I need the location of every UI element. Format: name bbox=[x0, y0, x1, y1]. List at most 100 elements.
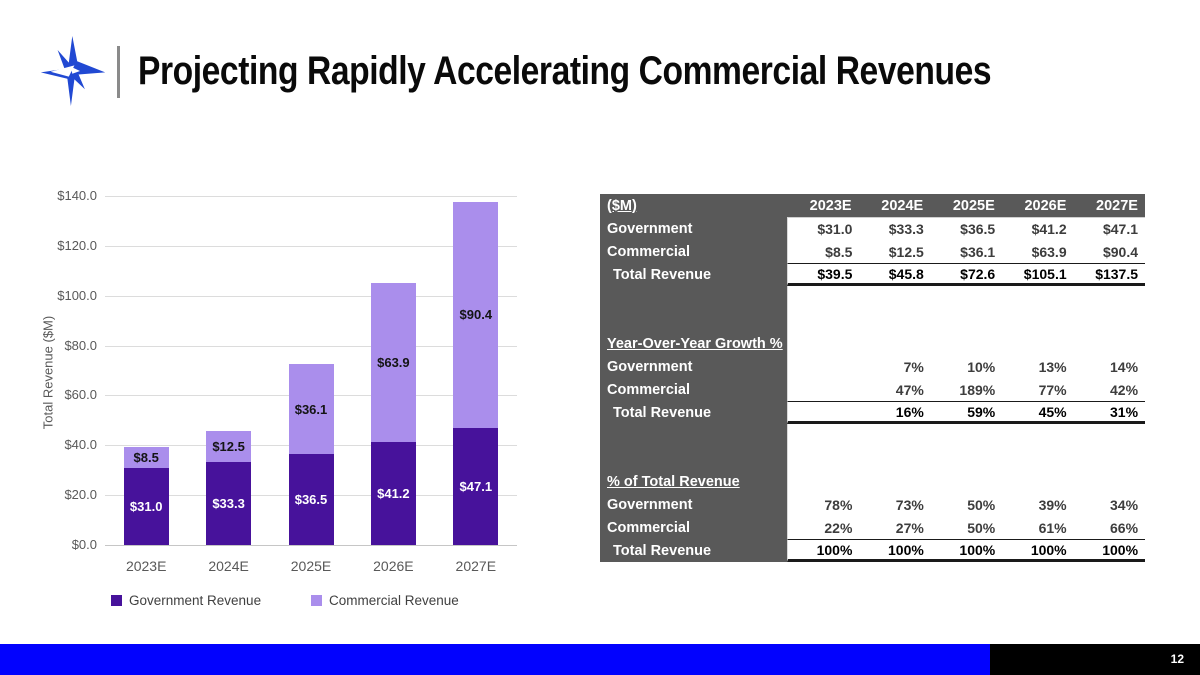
table-row-values bbox=[787, 447, 1145, 470]
table-row bbox=[600, 309, 1145, 332]
grid-line bbox=[105, 196, 517, 197]
bar-data-label: $47.1 bbox=[459, 478, 493, 494]
table-cell: 189% bbox=[959, 381, 996, 398]
table-cell: $45.8 bbox=[888, 265, 924, 282]
revenue-table: ($M) 2023E 2024E 2025E 2026E 2027E Government $… bbox=[600, 194, 1145, 562]
table-cell: 39% bbox=[1038, 496, 1067, 513]
table-row: Total Revenue 100% 100% 100% 100% 100% bbox=[600, 539, 1145, 562]
table-cell bbox=[1002, 309, 1073, 332]
table-cell bbox=[1002, 447, 1073, 470]
bar-segment: $31.0 bbox=[123, 467, 169, 545]
table-row-values: 100% 100% 100% 100% 100% bbox=[787, 539, 1145, 562]
bar-segment: $41.2 bbox=[370, 442, 416, 545]
table-row-label: Government bbox=[600, 493, 787, 516]
table-cell: $36.5 bbox=[960, 221, 996, 237]
table-cell bbox=[859, 447, 930, 470]
table-cell: $36.1 bbox=[960, 243, 996, 260]
table-row-values bbox=[787, 286, 1145, 309]
bar-segment: $36.5 bbox=[288, 454, 334, 545]
grid-line bbox=[105, 345, 517, 347]
table-row-label: Commercial bbox=[600, 240, 787, 263]
table-cell: 45% bbox=[1038, 403, 1067, 420]
table-row-values: $31.0 $33.3 $36.5 $41.2 $47.1 bbox=[787, 217, 1145, 240]
y-tick-label: $120.0 bbox=[57, 237, 97, 253]
table-cell bbox=[1074, 286, 1145, 309]
table-header-values: 2023E 2024E 2025E 2026E 2027E bbox=[787, 194, 1145, 217]
table-row-label: Government bbox=[600, 217, 787, 240]
footer-page-box: 12 bbox=[990, 644, 1200, 675]
table-cell bbox=[788, 424, 859, 447]
table-cell: $12.5 bbox=[888, 243, 924, 260]
table-cell bbox=[1074, 447, 1145, 470]
table-cell bbox=[788, 378, 859, 401]
table-cell: 61% bbox=[1038, 519, 1067, 536]
bar-data-label: $36.5 bbox=[294, 491, 328, 507]
table-header-row: ($M) 2023E 2024E 2025E 2026E 2027E bbox=[600, 194, 1145, 217]
bar-segment: $63.9 bbox=[370, 283, 416, 443]
table-row: Commercial 22% 27% 50% 61% 66% bbox=[600, 516, 1145, 539]
table-cell: 100% bbox=[1102, 541, 1139, 558]
table-row: Commercial $8.5 $12.5 $36.1 $63.9 $90.4 bbox=[600, 240, 1145, 263]
table-cell bbox=[931, 332, 1002, 355]
table-cell: 14% bbox=[1110, 358, 1139, 375]
table-row-values: 22% 27% 50% 61% 66% bbox=[787, 516, 1145, 539]
table-cell: $39.5 bbox=[817, 265, 853, 282]
y-tick-label: $100.0 bbox=[57, 287, 97, 303]
x-tick-label: 2025E bbox=[290, 558, 332, 574]
table-cell bbox=[788, 286, 859, 309]
table-cell: $90.4 bbox=[1102, 243, 1139, 260]
bar-data-label: $33.3 bbox=[212, 495, 245, 511]
bar-data-label: $8.5 bbox=[133, 449, 159, 465]
table-cell bbox=[1002, 286, 1073, 309]
table-row-values: $8.5 $12.5 $36.1 $63.9 $90.4 bbox=[787, 240, 1145, 263]
table-cell: 78% bbox=[824, 496, 853, 513]
bar-data-label: $12.5 bbox=[212, 438, 245, 454]
table-cell: $33.3 bbox=[888, 221, 924, 237]
table-cell: 100% bbox=[1030, 541, 1067, 558]
table-cell bbox=[1074, 332, 1145, 355]
table-cell: 50% bbox=[967, 496, 996, 513]
table-row-label: Year-Over-Year Growth % bbox=[600, 332, 787, 355]
table-row-values: 47% 189% 77% 42% bbox=[787, 378, 1145, 401]
header-divider bbox=[117, 46, 120, 98]
table-cell bbox=[931, 447, 1002, 470]
table-cell: 73% bbox=[895, 496, 924, 513]
table-cell bbox=[788, 470, 859, 493]
table-cell bbox=[859, 309, 930, 332]
x-tick-label: 2024E bbox=[208, 558, 249, 574]
table-row-label bbox=[600, 447, 787, 470]
table-cell bbox=[788, 402, 859, 421]
bar-data-label: $63.9 bbox=[377, 355, 410, 371]
table-row bbox=[600, 447, 1145, 470]
table-row-label: Total Revenue bbox=[600, 263, 787, 286]
table-row bbox=[600, 424, 1145, 447]
table-cell: $137.5 bbox=[1095, 265, 1139, 282]
table-row-values: $39.5 $45.8 $72.6 $105.1 $137.5 bbox=[787, 263, 1145, 286]
bar-data-label: $31.0 bbox=[129, 498, 163, 514]
table-row: Government $31.0 $33.3 $36.5 $41.2 $47.1 bbox=[600, 217, 1145, 240]
table-cell: $63.9 bbox=[1031, 243, 1067, 260]
y-tick-label: $80.0 bbox=[64, 337, 97, 353]
slide-title: Projecting Rapidly Accelerating Commerci… bbox=[138, 49, 992, 93]
table-row-label bbox=[600, 286, 787, 309]
table-row-label: % of Total Revenue bbox=[600, 470, 787, 493]
table-cell: $31.0 bbox=[817, 221, 853, 237]
table-cell: $105.1 bbox=[1023, 265, 1067, 282]
table-cell: 100% bbox=[888, 541, 924, 558]
table-cell: $47.1 bbox=[1102, 221, 1139, 237]
table-header-cell: 2027E bbox=[1096, 197, 1138, 214]
bar-segment: $47.1 bbox=[453, 427, 499, 545]
table-row: Total Revenue 16% 59% 45% 31% bbox=[600, 401, 1145, 424]
table-row-label: Commercial bbox=[600, 516, 787, 539]
footer-accent-bar bbox=[0, 644, 990, 675]
table-row: Commercial 47% 189% 77% 42% bbox=[600, 378, 1145, 401]
legend-item-commercial: Commercial Revenue bbox=[311, 593, 459, 608]
table-cell bbox=[931, 424, 1002, 447]
table-row: % of Total Revenue bbox=[600, 470, 1145, 493]
table-row: Government 7% 10% 13% 14% bbox=[600, 355, 1145, 378]
table-cell: 22% bbox=[824, 519, 853, 536]
table-row-values bbox=[787, 424, 1145, 447]
table-row-label bbox=[600, 424, 787, 447]
table-cell: 100% bbox=[959, 541, 996, 558]
